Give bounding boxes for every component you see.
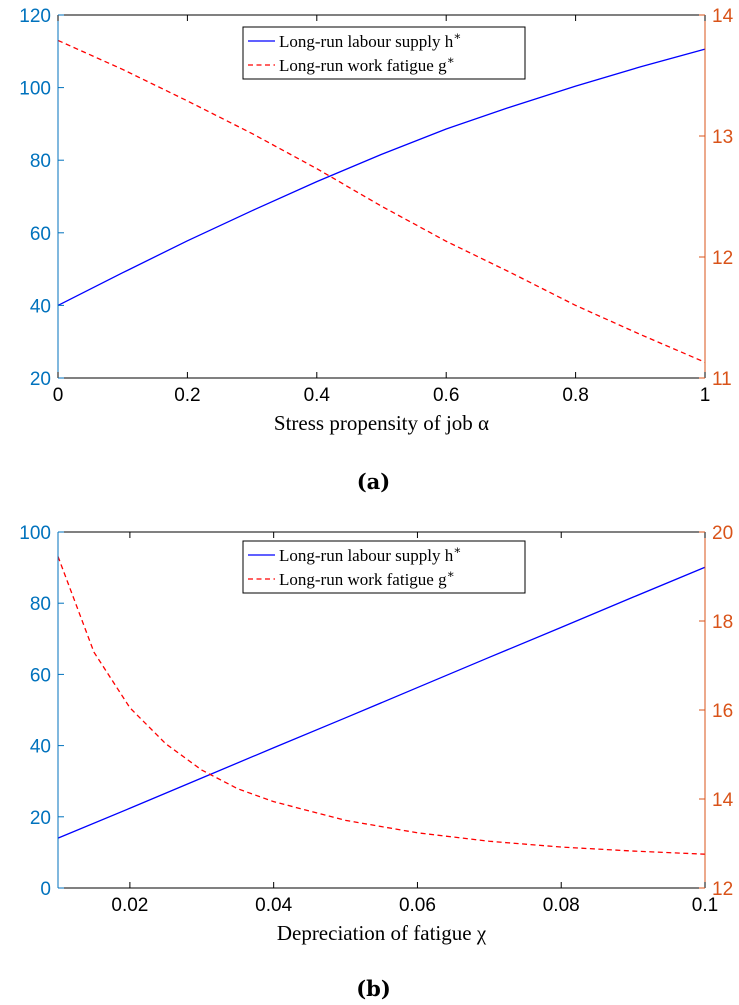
chart-a-y-right-tick-label: 13	[712, 127, 733, 148]
chart-a-x-tick-label: 0	[53, 385, 64, 406]
chart-a-x-tick-label: 1	[700, 385, 711, 406]
chart-a-series-work-fatigue-line	[57, 39, 706, 363]
chart-b-series-labour-supply-line	[57, 566, 706, 839]
chart-b-y-right-tick-label: 12	[712, 879, 733, 900]
chart-a-y-left-tick-label: 80	[30, 151, 51, 172]
chart-panel-a: 0 0.2 0.4 0.6 0.8 12040608010012011121314Stre…	[19, 6, 733, 494]
chart-a-y-left-tick-label: 120	[19, 6, 51, 27]
chart-b-x-axis-label: Depreciation of fatigue χ	[277, 921, 487, 945]
chart-a-y-left-tick-label: 20	[30, 369, 51, 390]
chart-b-caption: (b)	[356, 976, 391, 1001]
chart-b-legend-label-work-fatigue: Long-run work fatigue g∗	[279, 567, 455, 589]
chart-a-x-axis-label: Stress propensity of job α	[274, 411, 489, 435]
chart-b-y-right-tick-label: 20	[712, 523, 733, 544]
chart-a-x-tick-label: 0.8	[562, 385, 588, 406]
chart-a-y-right-tick-label: 12	[712, 248, 733, 269]
chart-a-caption: (a)	[357, 469, 390, 494]
chart-a-legend-label-labour-supply: Long-run labour supply h∗	[279, 29, 461, 51]
chart-a-x-tick-label: 0.4	[304, 385, 331, 406]
chart-b-y-left-tick-label: 60	[30, 665, 51, 686]
chart-a-legend-box	[242, 26, 526, 80]
chart-a-y-right-tick-label: 14	[712, 6, 734, 27]
chart-a-y-left-tick-label: 60	[30, 224, 51, 245]
chart-b-y-left-tick-label: 80	[30, 594, 51, 615]
chart-b-y-right-tick-label: 14	[712, 790, 734, 811]
chart-b-x-tick-label: 0.06	[399, 895, 436, 916]
chart-b-y-right-tick-label: 18	[712, 612, 733, 633]
chart-a-y-right-tick-label: 11	[712, 369, 732, 390]
chart-b-y-right-tick-label: 16	[712, 701, 733, 722]
chart-b-legend-label-labour-supply: Long-run labour supply h∗	[279, 543, 461, 565]
chart-a-series-labour-supply-line	[57, 48, 706, 306]
chart-b-y-left-tick-label: 40	[30, 737, 51, 758]
chart-a-y-left-tick-label: 40	[30, 296, 51, 317]
chart-b-y-left-tick-label: 0	[40, 879, 51, 900]
chart-b-y-left-tick-label: 20	[30, 808, 51, 829]
chart-a-y-left-tick-label: 100	[19, 79, 51, 100]
chart-b-x-tick-label: 0.1	[692, 895, 718, 916]
chart-b-series-work-fatigue-line	[57, 556, 706, 855]
chart-a-legend-label-work-fatigue: Long-run work fatigue g∗	[279, 53, 455, 75]
chart-b-y-left-tick-label: 100	[19, 523, 51, 544]
chart-b-x-tick-label: 0.08	[543, 895, 580, 916]
chart-b-x-tick-label: 0.02	[111, 895, 148, 916]
chart-a-x-tick-label: 0.2	[174, 385, 200, 406]
chart-b-x-tick-label: 0.04	[255, 895, 292, 916]
chart-panel-b: 0.02 0.04 0.06 0.08 0.1 0 20 40 60 80 100 12 14 16 18 2…	[19, 523, 733, 1001]
chart-b-legend-box	[242, 540, 526, 594]
chart-a-x-tick-label: 0.6	[433, 385, 459, 406]
